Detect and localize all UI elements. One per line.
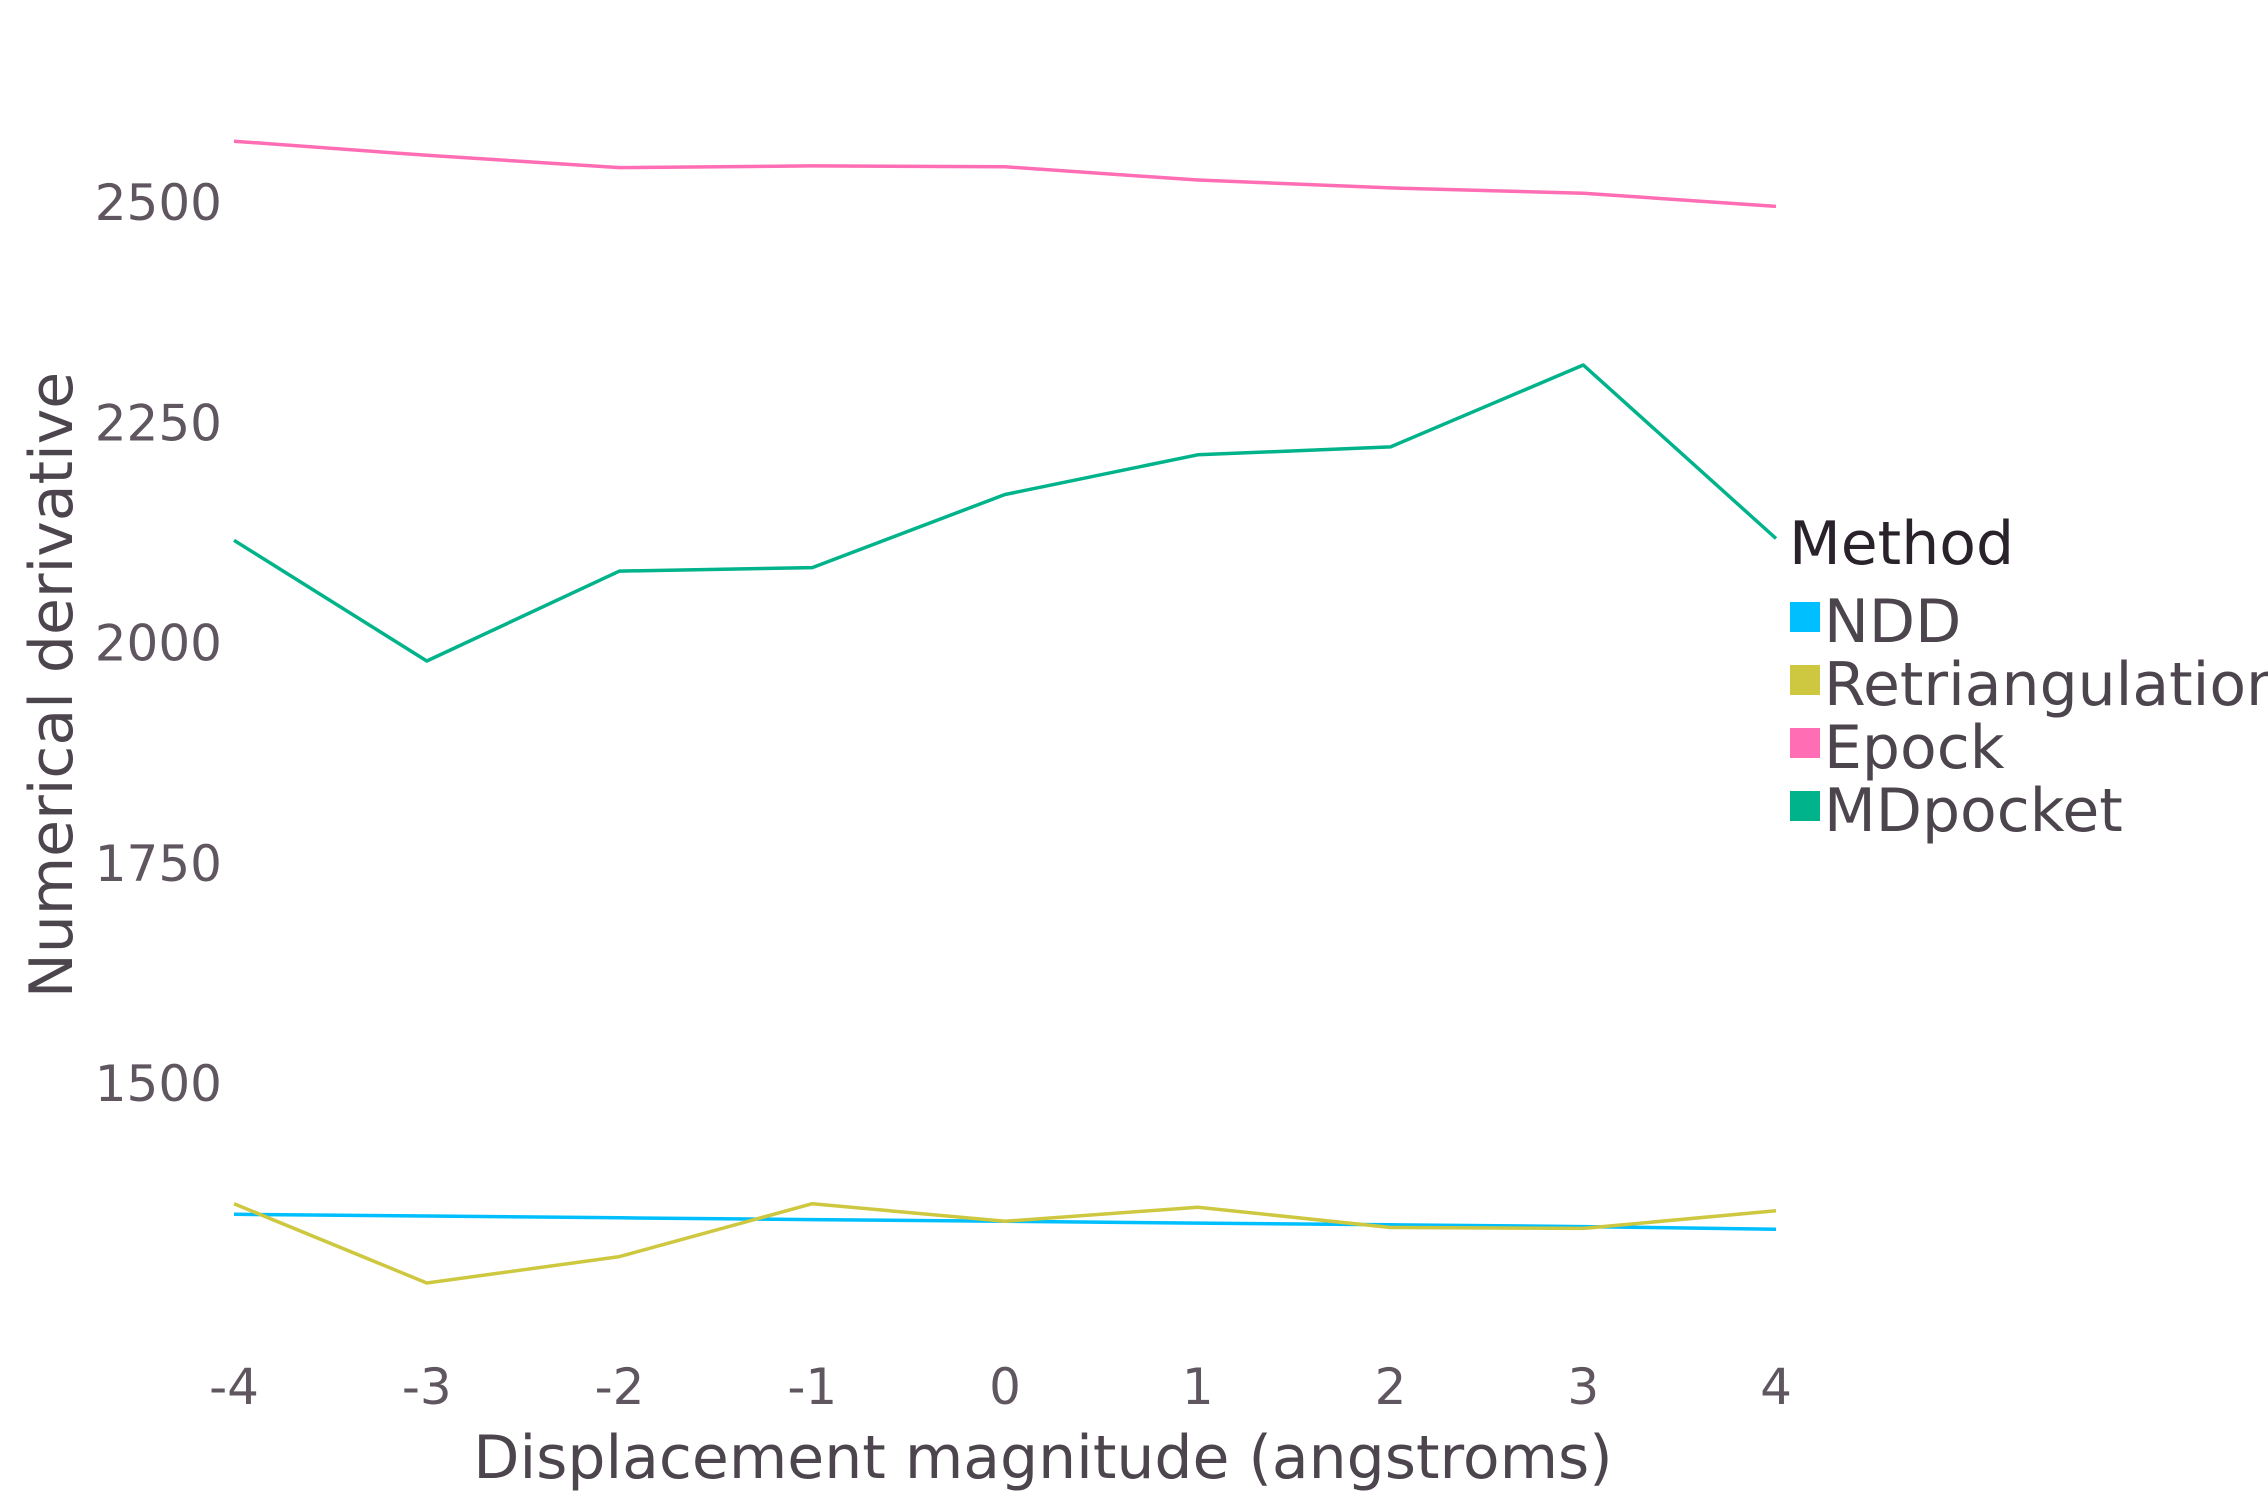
x-tick-label: -4 bbox=[209, 1358, 259, 1416]
series-line-retriangulation bbox=[233, 1201, 1777, 1285]
legend-swatch bbox=[1790, 602, 1820, 632]
legend-title: Method bbox=[1789, 509, 2014, 579]
x-axis-title: Displacement magnitude (angstroms) bbox=[473, 1423, 1612, 1493]
legend-swatch bbox=[1790, 791, 1820, 821]
x-tick-label: 3 bbox=[1567, 1358, 1599, 1416]
legend-label: NDD bbox=[1824, 587, 1961, 657]
x-tick-label: -2 bbox=[595, 1358, 645, 1416]
y-axis-ticks: 1500 1750 2000 2250 2500 bbox=[95, 174, 222, 1113]
y-tick-label: 1500 bbox=[95, 1055, 222, 1113]
legend-swatch bbox=[1790, 665, 1820, 695]
x-tick-label: 0 bbox=[989, 1358, 1021, 1416]
series-line-epock bbox=[233, 139, 1777, 209]
series-line-mdpocket bbox=[233, 363, 1778, 663]
legend-label: MDpocket bbox=[1824, 776, 2123, 846]
legend-item-mdpocket: MDpocket bbox=[1790, 776, 2123, 846]
legend-item-retriangulation: Retriangulation bbox=[1790, 650, 2268, 720]
series-lines bbox=[233, 139, 1778, 1285]
legend-label: Retriangulation bbox=[1824, 650, 2268, 720]
x-tick-label: 2 bbox=[1375, 1358, 1407, 1416]
legend-item-epock: Epock bbox=[1790, 713, 2005, 783]
x-tick-label: 1 bbox=[1182, 1358, 1214, 1416]
x-axis-ticks: -4 -3 -2 -1 0 1 2 3 4 bbox=[209, 1358, 1792, 1416]
x-tick-label: -1 bbox=[787, 1358, 837, 1416]
y-tick-label: 2250 bbox=[95, 394, 222, 452]
x-tick-label: 4 bbox=[1760, 1358, 1792, 1416]
y-tick-label: 2000 bbox=[95, 615, 222, 673]
x-tick-label: -3 bbox=[402, 1358, 452, 1416]
legend-item-ndd: NDD bbox=[1790, 587, 1961, 657]
y-tick-label: 1750 bbox=[95, 835, 222, 893]
y-axis-title: Numerical derivative bbox=[17, 372, 87, 998]
y-tick-label: 2500 bbox=[95, 174, 222, 232]
legend-swatch bbox=[1790, 728, 1820, 758]
legend-label: Epock bbox=[1824, 713, 2005, 783]
